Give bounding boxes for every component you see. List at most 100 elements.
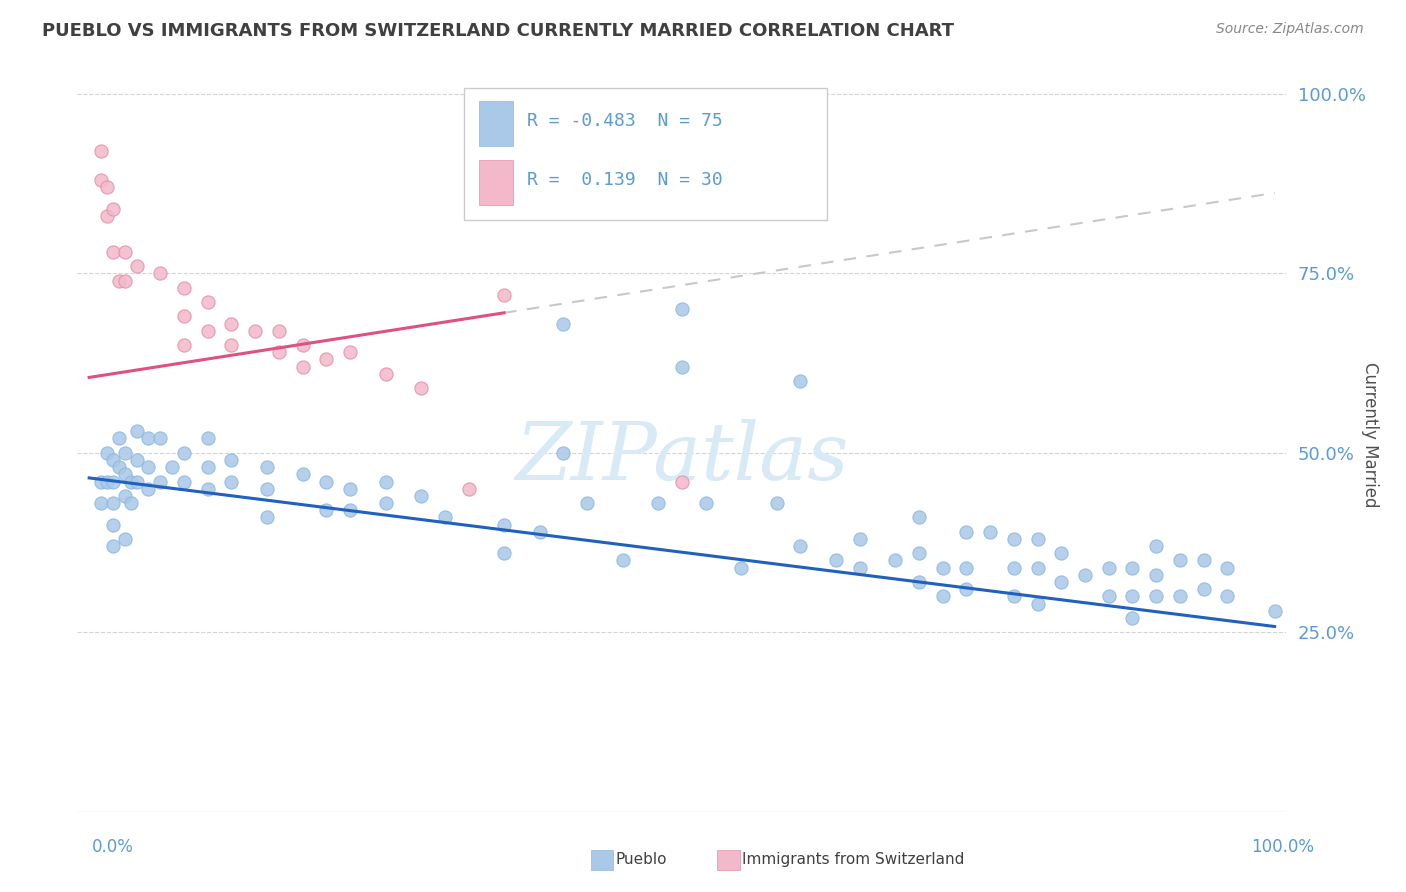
Y-axis label: Currently Married: Currently Married bbox=[1361, 362, 1379, 508]
Point bbox=[1121, 560, 1143, 574]
Point bbox=[1121, 590, 1143, 604]
Point bbox=[160, 460, 183, 475]
Point bbox=[96, 180, 118, 194]
Point bbox=[197, 295, 219, 310]
Point bbox=[101, 202, 124, 216]
Point bbox=[1002, 560, 1025, 574]
Point bbox=[221, 475, 243, 489]
Point bbox=[374, 367, 396, 381]
Point bbox=[267, 324, 290, 338]
Point bbox=[197, 482, 219, 496]
Point bbox=[120, 496, 142, 510]
Point bbox=[1144, 567, 1167, 582]
Point bbox=[173, 446, 195, 460]
Point bbox=[1050, 574, 1073, 589]
Point bbox=[612, 553, 634, 567]
Point bbox=[1168, 553, 1191, 567]
Point bbox=[1216, 560, 1239, 574]
Point bbox=[315, 352, 337, 367]
Point bbox=[979, 524, 1001, 539]
Point bbox=[291, 359, 314, 374]
Point bbox=[90, 145, 112, 159]
Point bbox=[1192, 553, 1215, 567]
Point bbox=[955, 524, 977, 539]
Point bbox=[90, 475, 112, 489]
Point bbox=[114, 467, 136, 482]
Point bbox=[789, 539, 811, 553]
Text: Immigrants from Switzerland: Immigrants from Switzerland bbox=[742, 853, 965, 867]
Point bbox=[138, 432, 160, 446]
Point bbox=[1144, 590, 1167, 604]
Point bbox=[173, 281, 195, 295]
Point bbox=[149, 475, 172, 489]
Point bbox=[114, 446, 136, 460]
Point bbox=[243, 324, 266, 338]
Point bbox=[256, 510, 278, 524]
Point bbox=[291, 467, 314, 482]
Point bbox=[101, 539, 124, 553]
Point bbox=[908, 546, 931, 560]
FancyBboxPatch shape bbox=[464, 88, 827, 220]
Point bbox=[411, 381, 433, 395]
Point bbox=[256, 460, 278, 475]
Point bbox=[339, 345, 361, 359]
Point bbox=[671, 302, 693, 317]
Point bbox=[1026, 560, 1049, 574]
Text: R = -0.483  N = 75: R = -0.483 N = 75 bbox=[527, 112, 723, 130]
Point bbox=[457, 482, 479, 496]
Point bbox=[125, 453, 148, 467]
Point bbox=[955, 560, 977, 574]
Point bbox=[256, 482, 278, 496]
Text: ZIPatlas: ZIPatlas bbox=[515, 418, 849, 496]
Point bbox=[908, 574, 931, 589]
Point bbox=[955, 582, 977, 597]
Point bbox=[101, 475, 124, 489]
Point bbox=[576, 496, 599, 510]
Point bbox=[1026, 597, 1049, 611]
Point bbox=[149, 266, 172, 280]
Point bbox=[931, 590, 953, 604]
Point bbox=[101, 496, 124, 510]
Point bbox=[1121, 611, 1143, 625]
Point bbox=[1216, 590, 1239, 604]
Bar bbox=[717, 850, 740, 870]
Point bbox=[114, 532, 136, 546]
Point bbox=[108, 273, 131, 287]
Bar bbox=[479, 160, 513, 205]
Point bbox=[553, 317, 575, 331]
Point bbox=[411, 489, 433, 503]
Point bbox=[114, 273, 136, 287]
Point bbox=[1264, 604, 1286, 618]
Point bbox=[647, 496, 669, 510]
Point bbox=[789, 374, 811, 388]
Point bbox=[730, 560, 752, 574]
Point bbox=[671, 359, 693, 374]
Point bbox=[173, 310, 195, 324]
Point bbox=[884, 553, 907, 567]
Point bbox=[221, 338, 243, 352]
Point bbox=[108, 460, 131, 475]
Point bbox=[96, 475, 118, 489]
Point bbox=[90, 173, 112, 187]
Point bbox=[101, 244, 124, 259]
Point bbox=[138, 460, 160, 475]
Point bbox=[494, 546, 516, 560]
Point bbox=[197, 324, 219, 338]
Point bbox=[374, 496, 396, 510]
Point bbox=[825, 553, 848, 567]
Point bbox=[315, 475, 337, 489]
Point bbox=[494, 517, 516, 532]
Point bbox=[125, 475, 148, 489]
Point bbox=[149, 432, 172, 446]
Text: 100.0%: 100.0% bbox=[1251, 838, 1315, 855]
Point bbox=[267, 345, 290, 359]
Point bbox=[90, 496, 112, 510]
Point bbox=[1002, 532, 1025, 546]
Point bbox=[125, 259, 148, 273]
Point bbox=[695, 496, 717, 510]
Point bbox=[1098, 590, 1121, 604]
Point bbox=[1168, 590, 1191, 604]
Point bbox=[221, 317, 243, 331]
Text: PUEBLO VS IMMIGRANTS FROM SWITZERLAND CURRENTLY MARRIED CORRELATION CHART: PUEBLO VS IMMIGRANTS FROM SWITZERLAND CU… bbox=[42, 22, 955, 40]
Point bbox=[1002, 590, 1025, 604]
